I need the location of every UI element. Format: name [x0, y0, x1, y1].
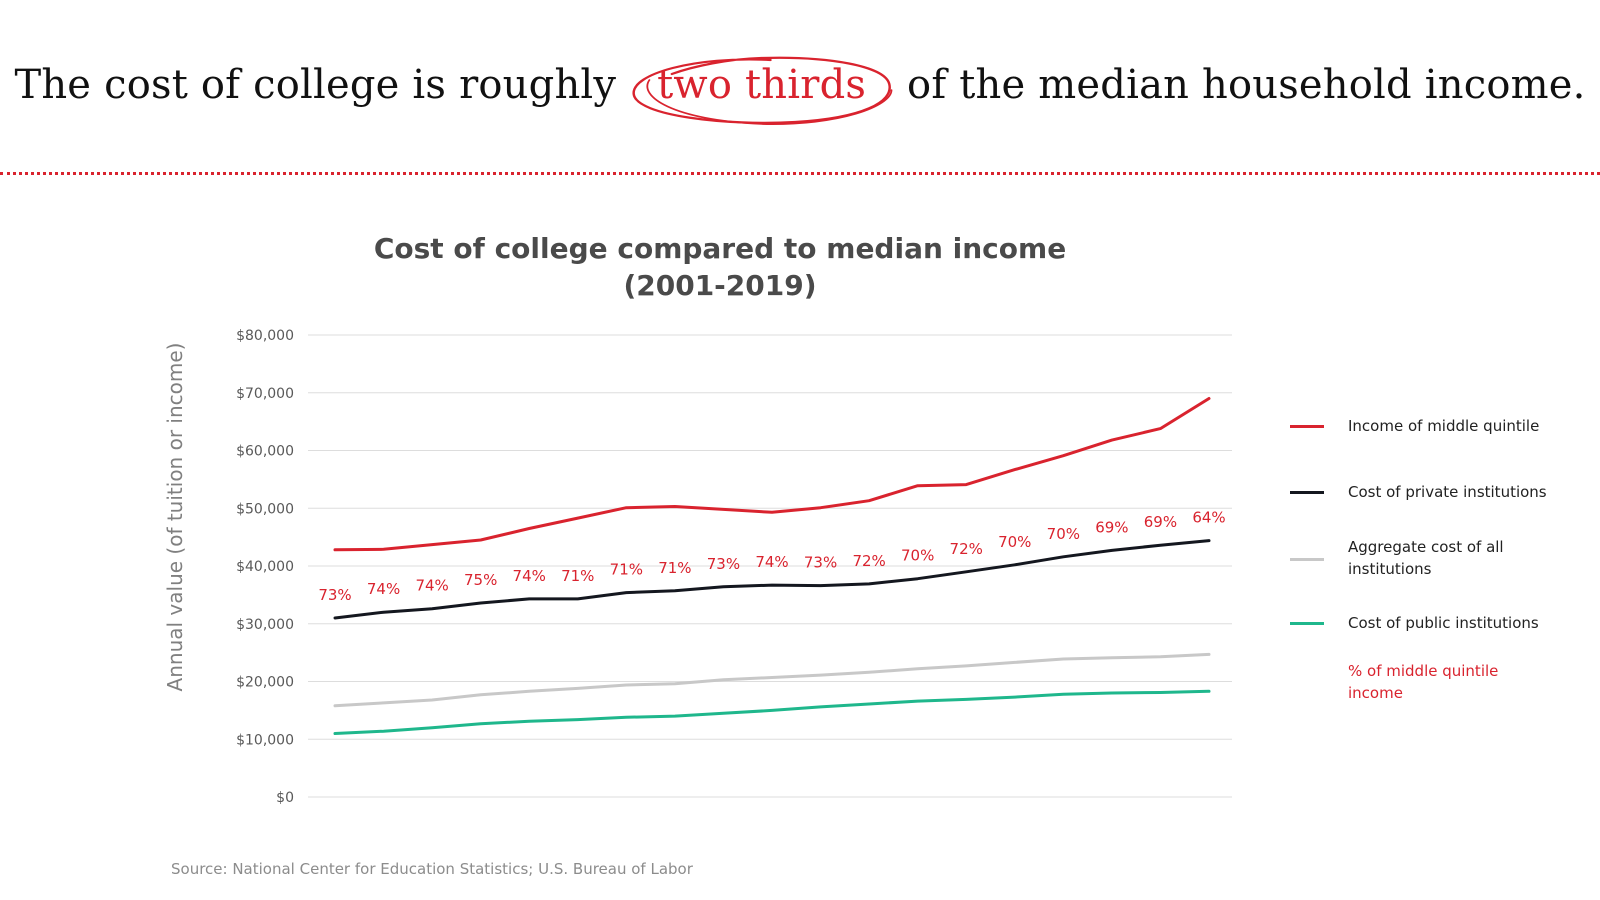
headline-highlight-wrap: two thirds: [631, 56, 893, 125]
legend-label-private: Cost of private institutions: [1348, 483, 1547, 501]
legend-swatch-public: [1290, 622, 1324, 625]
y-tick-label: $0: [276, 790, 294, 806]
y-tick-label: $30,000: [236, 617, 294, 633]
y-tick-label: $40,000: [236, 559, 294, 575]
dotted-divider: [0, 172, 1600, 175]
percent-label: 74%: [367, 580, 400, 598]
percent-label: 73%: [318, 586, 351, 604]
legend-label-income: Income of middle quintile: [1348, 417, 1540, 435]
percent-label: 74%: [513, 567, 546, 585]
percent-label: 71%: [561, 567, 594, 585]
percent-label: 75%: [464, 571, 497, 589]
y-tick-label: $60,000: [236, 444, 294, 460]
y-tick-label: $10,000: [236, 732, 294, 748]
source-note: Source: National Center for Education St…: [171, 860, 693, 878]
legend-label-aggregate: Aggregate cost of all institutions: [1348, 538, 1504, 578]
legend-swatch-income: [1290, 425, 1324, 428]
headline: The cost of college is roughly two third…: [0, 56, 1600, 125]
percent-label: 74%: [755, 553, 788, 571]
percent-label: 74%: [415, 577, 448, 595]
percent-label: 71%: [658, 559, 691, 577]
percent-label: 73%: [707, 555, 740, 573]
percent-label: 72%: [950, 540, 983, 558]
chart-title-line-2: (2001-2019): [623, 269, 817, 302]
series-line-aggregate: [333, 652, 1211, 708]
legend-label-public: Cost of public institutions: [1348, 614, 1539, 632]
legend-swatch-aggregate: [1290, 558, 1324, 561]
y-tick-label: $70,000: [236, 386, 294, 402]
percent-label: 73%: [804, 554, 837, 572]
percent-label: 69%: [1095, 518, 1128, 536]
legend-swatch-private: [1290, 491, 1324, 494]
percent-label: 72%: [852, 552, 885, 570]
percent-label: 71%: [610, 561, 643, 579]
percent-label: 70%: [998, 533, 1031, 551]
series-line-public: [333, 689, 1211, 735]
chart-title-line-1: Cost of college compared to median incom…: [373, 232, 1067, 265]
percent-label: 70%: [901, 547, 934, 565]
headline-after: of the median household income.: [907, 62, 1586, 108]
y-tick-label: $80,000: [236, 328, 294, 344]
headline-highlight: two thirds: [657, 62, 867, 108]
percent-label: 69%: [1144, 513, 1177, 531]
chart-title: Cost of college compared to median incom…: [320, 230, 1120, 304]
y-tick-label: $50,000: [236, 501, 294, 517]
percent-label: 70%: [1047, 525, 1080, 543]
y-tick-label: $20,000: [236, 675, 294, 691]
hand-drawn-circle-icon: [632, 56, 893, 125]
legend-label-percent: % of middle quintile income: [1348, 662, 1499, 702]
headline-before: The cost of college is roughly: [14, 62, 617, 108]
series-line-income: [333, 397, 1211, 552]
series-line-private: [333, 539, 1211, 620]
percent-label: 64%: [1192, 509, 1225, 527]
